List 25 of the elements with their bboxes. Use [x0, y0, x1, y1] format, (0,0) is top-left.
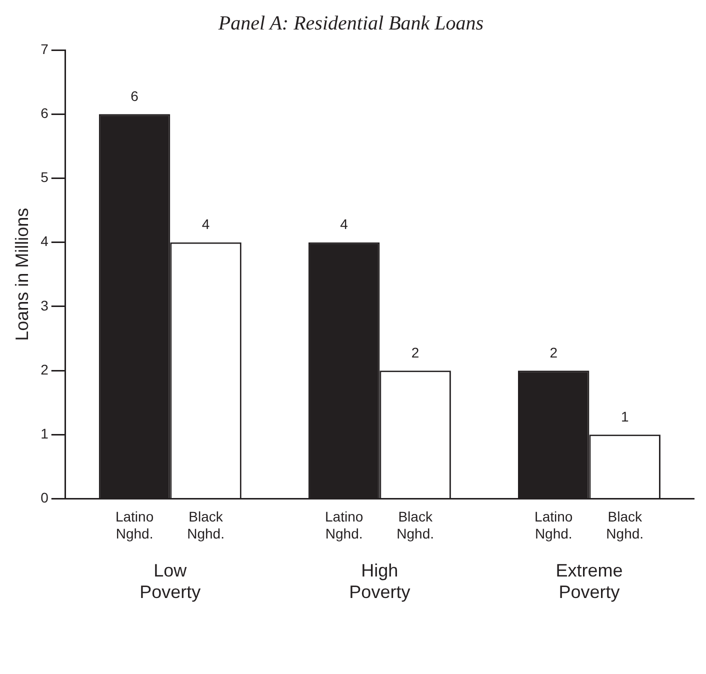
data-label: 4: [202, 216, 210, 232]
series-label: Black Nghd.: [187, 508, 224, 542]
x-tick-label: High Poverty: [349, 560, 410, 602]
y-tick-label: 1: [40, 426, 49, 442]
data-label: 4: [340, 216, 348, 232]
y-tick-label: 0: [40, 490, 49, 506]
series-label: Latino Nghd.: [115, 508, 154, 542]
chart-title: Panel A: Residential Bank Loans: [217, 12, 484, 34]
y-axis-title: Loans in Millions: [12, 208, 32, 341]
text: Latino Nghd.: [324, 508, 364, 542]
x-tick-label: Extreme Poverty: [556, 560, 623, 602]
x-tick-label: Low Poverty: [140, 560, 201, 602]
data-label: 2: [411, 344, 420, 360]
data-label: 1: [620, 408, 629, 425]
text: Black Nghd.: [606, 508, 644, 542]
y-tick-label: 3: [40, 297, 49, 314]
y-tick-label: 2: [40, 361, 49, 378]
data-label: 2: [550, 344, 558, 360]
y-tick-label: 7: [40, 40, 49, 57]
y-tick-label: 4: [40, 233, 49, 250]
text: Black Nghd.: [396, 508, 434, 542]
y-tick-label: 5: [40, 169, 49, 186]
text: Latino Nghd.: [534, 508, 573, 542]
y-tick-label: 6: [40, 104, 49, 121]
data-label: 6: [130, 88, 139, 104]
